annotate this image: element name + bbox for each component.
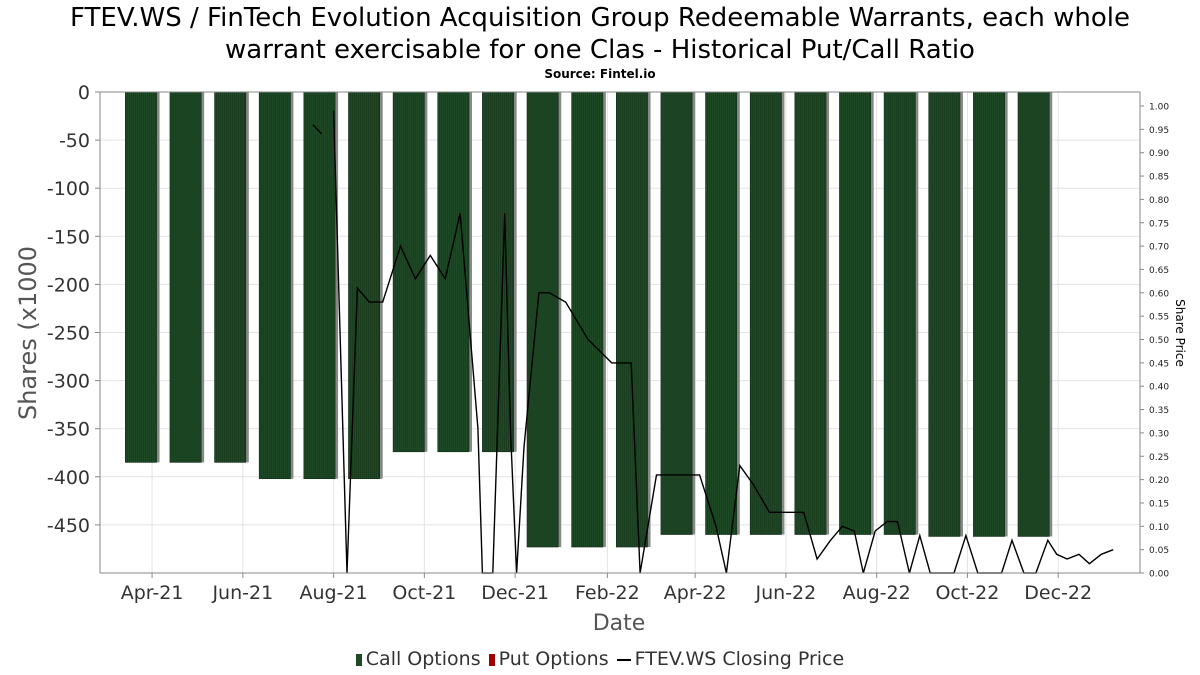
y-tick-label: -150 xyxy=(47,226,90,248)
y2-tick-label: 1.00 xyxy=(1149,103,1169,113)
right-axis-label: Share Price xyxy=(1173,299,1187,367)
y2-tick-label: 0.50 xyxy=(1149,336,1169,346)
call-bars xyxy=(124,91,1053,548)
put-swatch xyxy=(488,653,495,666)
x-tick-label: Apr-21 xyxy=(121,582,184,604)
call-bar xyxy=(660,91,693,535)
y-tick-label: -50 xyxy=(59,130,90,152)
legend-price-label: FTEV.WS Closing Price xyxy=(634,648,845,670)
left-axis-ticks: 0 -50 -100 -150 -200 -250 -300 -350 -400 -450 xyxy=(47,82,100,537)
x-tick-label: Aug-22 xyxy=(843,582,911,604)
y2-tick-label: 0.35 xyxy=(1149,406,1169,416)
call-bar xyxy=(749,91,782,535)
call-bar xyxy=(258,91,291,480)
legend-item-call: Call Options xyxy=(355,648,481,670)
call-bar xyxy=(615,91,648,548)
y2-tick-label: 0.00 xyxy=(1149,570,1169,580)
x-tick-label: Aug-21 xyxy=(300,582,368,604)
y-tick-label: -300 xyxy=(47,371,90,393)
y-tick-label: -100 xyxy=(47,178,90,200)
call-bar xyxy=(214,91,247,463)
y-tick-label: -200 xyxy=(47,274,90,296)
y2-tick-label: 0.25 xyxy=(1149,453,1169,463)
x-tick-label: Jun-21 xyxy=(211,582,273,604)
x-tick-label: Feb-22 xyxy=(575,582,640,604)
y-tick-label: -450 xyxy=(47,515,90,537)
call-bar xyxy=(794,91,827,535)
y2-tick-label: 0.80 xyxy=(1149,196,1169,206)
x-tick-label: Jun-22 xyxy=(755,582,817,604)
right-axis-ticks: 0.00 0.05 0.10 0.15 0.20 0.25 0.30 0.35 0.40 0.45… xyxy=(1140,103,1169,580)
y2-tick-label: 0.75 xyxy=(1149,219,1169,229)
legend-item-price: FTEV.WS Closing Price xyxy=(616,648,845,670)
call-bar xyxy=(973,91,1005,537)
y2-tick-label: 0.05 xyxy=(1149,546,1169,556)
y2-tick-label: 0.45 xyxy=(1149,359,1169,369)
legend-call-label: Call Options xyxy=(365,648,481,670)
y2-tick-label: 0.15 xyxy=(1149,499,1169,509)
x-tick-label: Dec-21 xyxy=(481,582,549,604)
price-line-swatch xyxy=(616,658,631,661)
y2-tick-label: 0.95 xyxy=(1149,126,1169,136)
chart-title-line2: warrant exercisable for one Clas - Histo… xyxy=(225,35,975,65)
legend: Call Options Put Options FTEV.WS Closing… xyxy=(0,648,1200,670)
y-tick-label: -250 xyxy=(47,323,90,345)
y2-tick-label: 0.40 xyxy=(1149,383,1169,393)
call-bar xyxy=(303,91,336,480)
call-bar xyxy=(928,91,961,537)
x-tick-label: Apr-22 xyxy=(664,582,727,604)
y-tick-label: 0 xyxy=(78,82,90,104)
y-tick-label: -400 xyxy=(47,467,90,489)
chart-source: Source: Fintel.io xyxy=(544,67,656,81)
y2-tick-label: 0.55 xyxy=(1149,313,1169,323)
x-axis-label: Date xyxy=(593,611,646,636)
legend-item-put: Put Options xyxy=(488,648,609,670)
y2-tick-label: 0.10 xyxy=(1149,523,1169,533)
y2-tick-label: 0.20 xyxy=(1149,476,1169,486)
y2-tick-label: 0.65 xyxy=(1149,266,1169,276)
chart-title-line1: FTEV.WS / FinTech Evolution Acquisition … xyxy=(70,3,1130,33)
call-bar xyxy=(839,91,872,535)
call-bar xyxy=(169,91,202,463)
y2-tick-label: 0.90 xyxy=(1149,149,1169,159)
x-tick-label: Dec-22 xyxy=(1024,582,1092,604)
y2-tick-label: 0.30 xyxy=(1149,429,1169,439)
y2-tick-label: 0.70 xyxy=(1149,243,1169,253)
call-bar xyxy=(1017,91,1050,537)
y2-tick-label: 0.85 xyxy=(1149,173,1169,183)
y2-tick-label: 0.60 xyxy=(1149,289,1169,299)
x-tick-label: Oct-22 xyxy=(935,582,999,604)
call-bar xyxy=(705,91,738,535)
x-axis-ticks: Apr-21 Jun-21 Aug-21 Oct-21 Dec-21 Feb-22 Apr-… xyxy=(121,573,1092,604)
y-axis-label: Shares (x1000 xyxy=(14,246,42,420)
y-tick-label: -350 xyxy=(47,419,90,441)
x-tick-label: Oct-21 xyxy=(392,582,456,604)
call-bar xyxy=(526,91,559,548)
call-bar xyxy=(124,91,157,463)
call-swatch xyxy=(355,653,362,666)
call-bar xyxy=(883,91,916,535)
legend-put-label: Put Options xyxy=(498,648,609,670)
price-line-segment xyxy=(312,124,323,135)
